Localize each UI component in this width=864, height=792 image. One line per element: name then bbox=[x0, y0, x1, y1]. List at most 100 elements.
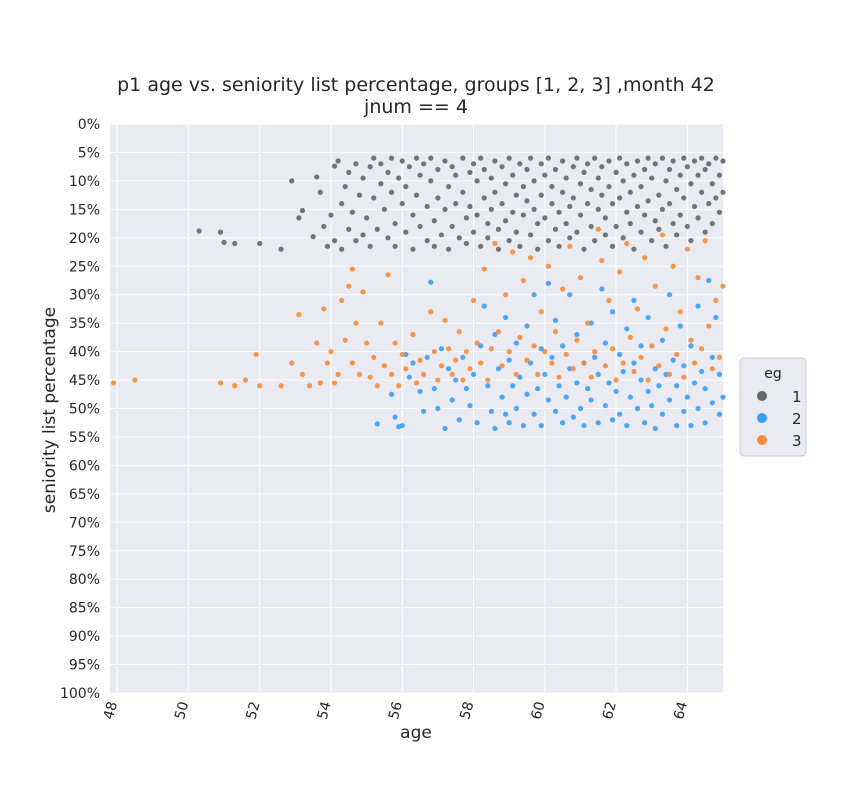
data-point-eg3 bbox=[524, 357, 530, 363]
data-point-eg1 bbox=[460, 155, 466, 161]
data-point-eg2 bbox=[560, 420, 566, 426]
data-point-eg3 bbox=[413, 380, 420, 386]
data-point-eg2 bbox=[492, 331, 498, 338]
x-tick-label: 58 bbox=[457, 700, 477, 721]
data-point-eg1 bbox=[588, 186, 594, 193]
data-point-eg2 bbox=[502, 411, 509, 417]
data-point-eg1 bbox=[428, 178, 434, 184]
data-point-eg3 bbox=[410, 331, 416, 338]
data-point-eg1 bbox=[460, 189, 466, 195]
data-point-eg1 bbox=[492, 158, 498, 164]
y-tick-label: 15% bbox=[69, 202, 100, 218]
data-point-eg3 bbox=[385, 272, 391, 278]
data-point-eg3 bbox=[502, 292, 509, 298]
data-point-eg1 bbox=[609, 243, 616, 249]
gridlines bbox=[110, 123, 723, 694]
data-point-eg2 bbox=[492, 425, 498, 432]
data-point-eg3 bbox=[552, 329, 559, 335]
data-point-eg3 bbox=[445, 346, 452, 352]
data-point-eg1 bbox=[620, 235, 626, 241]
data-point-eg1 bbox=[502, 181, 509, 187]
data-point-eg2 bbox=[709, 400, 715, 406]
data-point-eg2 bbox=[406, 374, 412, 380]
data-point-eg1 bbox=[331, 163, 338, 169]
data-point-eg1 bbox=[517, 243, 523, 249]
data-point-eg1 bbox=[513, 192, 519, 198]
data-point-eg1 bbox=[442, 206, 448, 212]
data-point-eg1 bbox=[356, 192, 363, 198]
data-point-eg1 bbox=[314, 174, 320, 180]
data-point-eg1 bbox=[367, 164, 373, 170]
y-tick-labels: 0% 5% 10% 15% 20% 25% 30% 35% 40% 45% 50% 55% 60% 65%… bbox=[60, 117, 100, 702]
data-point-eg2 bbox=[716, 371, 723, 377]
data-point-eg1 bbox=[720, 158, 726, 164]
data-point-eg1 bbox=[392, 220, 398, 227]
data-point-eg1 bbox=[627, 189, 633, 195]
data-point-eg1 bbox=[677, 172, 683, 178]
data-point-eg1 bbox=[321, 223, 327, 230]
data-point-eg2 bbox=[524, 323, 530, 329]
data-point-eg2 bbox=[449, 397, 455, 403]
data-point-eg3 bbox=[257, 383, 263, 389]
data-point-eg2 bbox=[374, 421, 380, 427]
data-point-eg3 bbox=[595, 226, 601, 232]
data-point-eg2 bbox=[677, 323, 683, 329]
data-point-eg1 bbox=[378, 181, 384, 187]
data-points bbox=[110, 155, 726, 432]
data-point-eg2 bbox=[510, 383, 516, 389]
data-point-eg1 bbox=[431, 218, 437, 224]
data-point-eg2 bbox=[424, 354, 430, 360]
data-point-eg3 bbox=[431, 349, 437, 355]
data-point-eg1 bbox=[627, 220, 633, 227]
data-point-eg3 bbox=[328, 349, 334, 355]
data-point-eg1 bbox=[467, 169, 473, 175]
data-point-eg1 bbox=[445, 246, 452, 252]
data-point-eg1 bbox=[552, 226, 559, 232]
data-point-eg1 bbox=[524, 198, 530, 204]
data-point-eg1 bbox=[524, 166, 530, 173]
data-point-eg1 bbox=[645, 155, 651, 161]
data-point-eg1 bbox=[392, 243, 398, 249]
data-point-eg3 bbox=[517, 334, 523, 340]
data-point-eg1 bbox=[709, 220, 715, 227]
data-point-eg1 bbox=[666, 201, 673, 207]
data-point-eg1 bbox=[720, 189, 726, 195]
data-point-eg1 bbox=[631, 172, 637, 178]
data-point-eg1 bbox=[535, 246, 541, 252]
data-point-eg2 bbox=[695, 405, 701, 412]
data-point-eg1 bbox=[656, 192, 662, 198]
data-point-eg1 bbox=[421, 161, 427, 167]
data-point-eg2 bbox=[485, 383, 491, 389]
data-point-eg3 bbox=[645, 377, 651, 383]
data-point-eg3 bbox=[538, 309, 544, 315]
data-point-eg2 bbox=[645, 314, 651, 321]
data-point-eg3 bbox=[242, 377, 249, 383]
data-point-eg2 bbox=[699, 368, 705, 375]
y-tick-label: 20% bbox=[69, 231, 100, 247]
data-point-eg3 bbox=[699, 346, 705, 352]
data-point-eg2 bbox=[431, 385, 437, 392]
data-point-eg1 bbox=[617, 195, 623, 201]
legend-marker bbox=[757, 435, 767, 445]
data-point-eg1 bbox=[691, 158, 698, 164]
data-point-eg1 bbox=[599, 164, 605, 170]
data-point-eg3 bbox=[688, 337, 694, 343]
data-point-eg3 bbox=[353, 320, 359, 326]
data-point-eg1 bbox=[196, 228, 202, 234]
data-point-eg1 bbox=[342, 183, 348, 190]
data-point-eg1 bbox=[364, 215, 370, 221]
data-point-eg2 bbox=[428, 279, 434, 285]
data-point-eg1 bbox=[567, 203, 573, 210]
data-point-eg2 bbox=[470, 371, 477, 377]
data-point-eg1 bbox=[339, 201, 345, 207]
data-point-eg1 bbox=[517, 161, 523, 167]
data-point-eg3 bbox=[371, 354, 377, 360]
data-point-eg3 bbox=[670, 263, 676, 269]
data-point-eg3 bbox=[577, 275, 584, 281]
data-point-eg2 bbox=[445, 366, 452, 372]
data-point-eg2 bbox=[681, 408, 687, 414]
data-point-eg3 bbox=[513, 371, 519, 377]
data-point-eg1 bbox=[331, 238, 338, 244]
data-point-eg3 bbox=[617, 269, 623, 275]
